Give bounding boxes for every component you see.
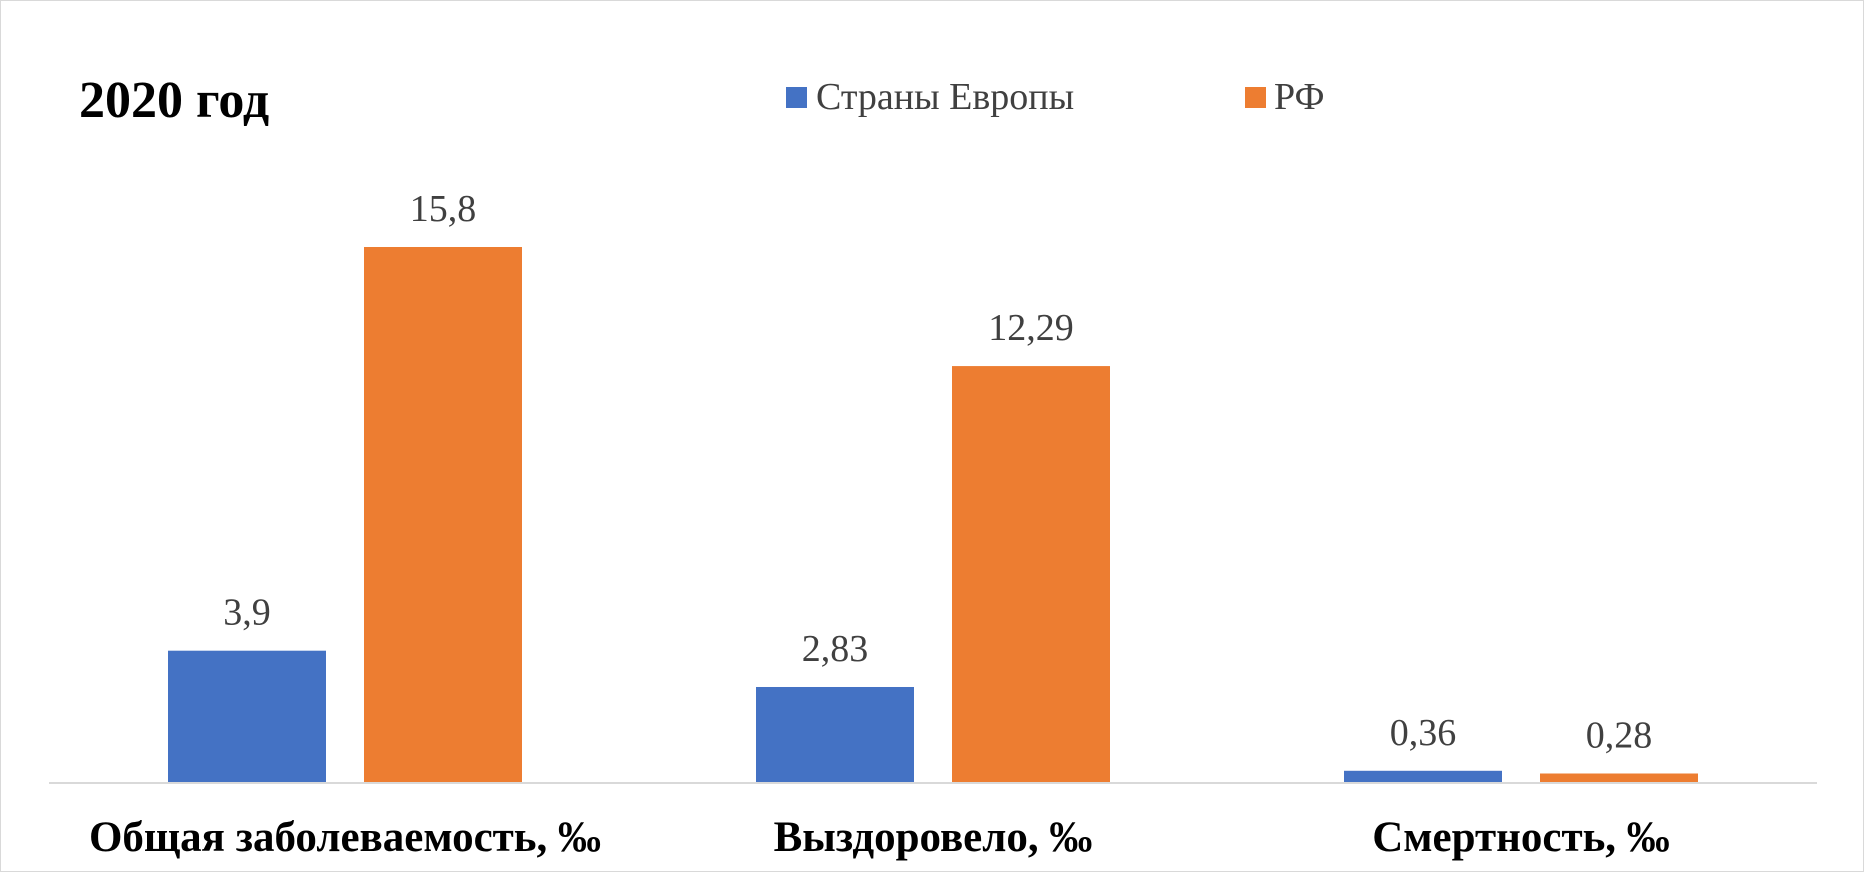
value-label-s2-c2: 12,29: [988, 307, 1074, 349]
category-labels-group: Общая заболеваемость, ‰ Выздоровело, ‰ Сме…: [89, 814, 1670, 861]
bar-s2-c2: [952, 366, 1110, 783]
value-label-s2-c1: 15,8: [410, 188, 477, 230]
legend-label-1: Страны Европы: [816, 76, 1074, 118]
category-label-3: Смертность, ‰: [1372, 814, 1670, 861]
bar-s1-c3: [1344, 770, 1502, 783]
category-label-1: Общая заболеваемость, ‰: [89, 814, 601, 861]
bar-s1-c2: [756, 686, 914, 783]
value-label-s1-c2: 2,83: [802, 628, 869, 670]
bars-group: [168, 247, 1698, 783]
bar-s1-c1: [168, 650, 326, 783]
value-labels-group: 3,9 15,8 2,83 12,29 0,36 0,28: [223, 188, 1652, 757]
value-label-s1-c1: 3,9: [223, 592, 271, 634]
value-label-s1-c3: 0,36: [1390, 712, 1457, 754]
category-label-2: Выздоровело, ‰: [774, 814, 1093, 861]
value-label-s2-c3: 0,28: [1586, 715, 1653, 757]
legend-swatch-2: [1245, 87, 1266, 108]
bar-s2-c3: [1540, 773, 1698, 783]
bar-s2-c1: [364, 247, 522, 783]
chart-title: 2020 год: [79, 72, 269, 129]
legend: Страны Европы РФ: [786, 76, 1325, 118]
legend-swatch-1: [786, 87, 807, 108]
legend-label-2: РФ: [1274, 76, 1325, 118]
